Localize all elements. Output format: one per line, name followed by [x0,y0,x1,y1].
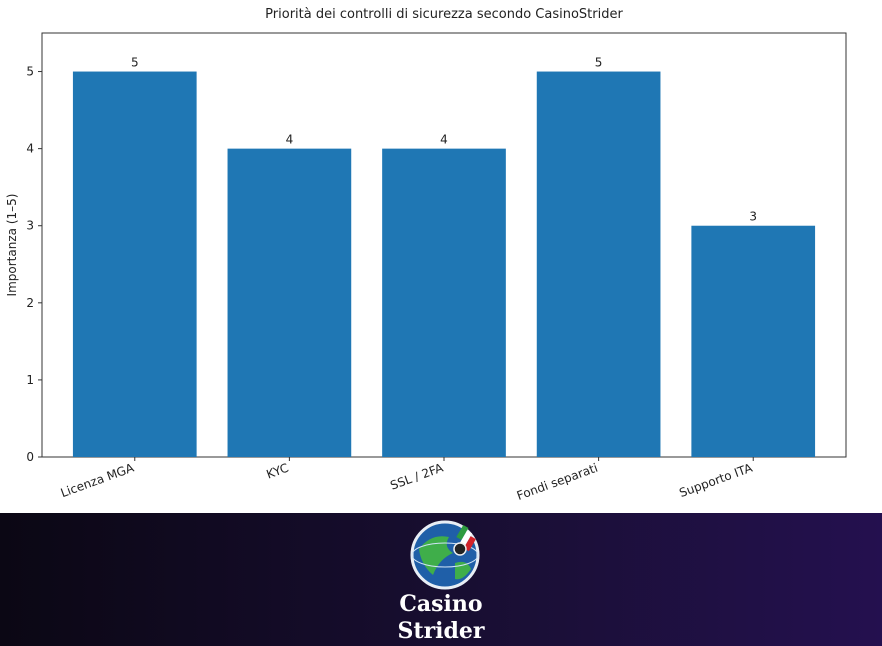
y-tick-label: 3 [26,219,34,233]
bar [227,148,352,458]
y-tick-label: 0 [26,450,34,464]
footer: Casino Strider [0,513,882,646]
bar [691,225,816,457]
chart: Priorità dei controlli di sicurezza seco… [5,7,847,503]
y-tick-label: 4 [26,142,34,156]
brand-line: Strider [397,618,485,644]
y-tick-label: 2 [26,296,34,310]
x-tick-label: KYC [264,461,290,482]
bar [72,71,197,457]
value-label: 4 [286,133,294,147]
y-tick-label: 5 [26,65,34,79]
value-label: 4 [440,133,448,147]
chart-title: Priorità dei controlli di sicurezza seco… [265,7,623,22]
value-label: 3 [749,210,757,224]
value-label: 5 [131,56,139,70]
value-label: 5 [595,56,603,70]
bar [536,71,661,457]
y-axis-label: Importanza (1–5) [5,194,19,297]
logo-globe [410,520,480,590]
x-tick-label: Licenza MGA [59,460,137,500]
bar [382,148,506,458]
brand-line: Casino [399,591,483,617]
x-tick-label: SSL / 2FA [388,460,445,492]
x-tick-label: Supporto ITA [677,460,755,500]
y-tick-label: 1 [26,373,34,387]
x-tick-label: Fondi separati [515,461,600,503]
